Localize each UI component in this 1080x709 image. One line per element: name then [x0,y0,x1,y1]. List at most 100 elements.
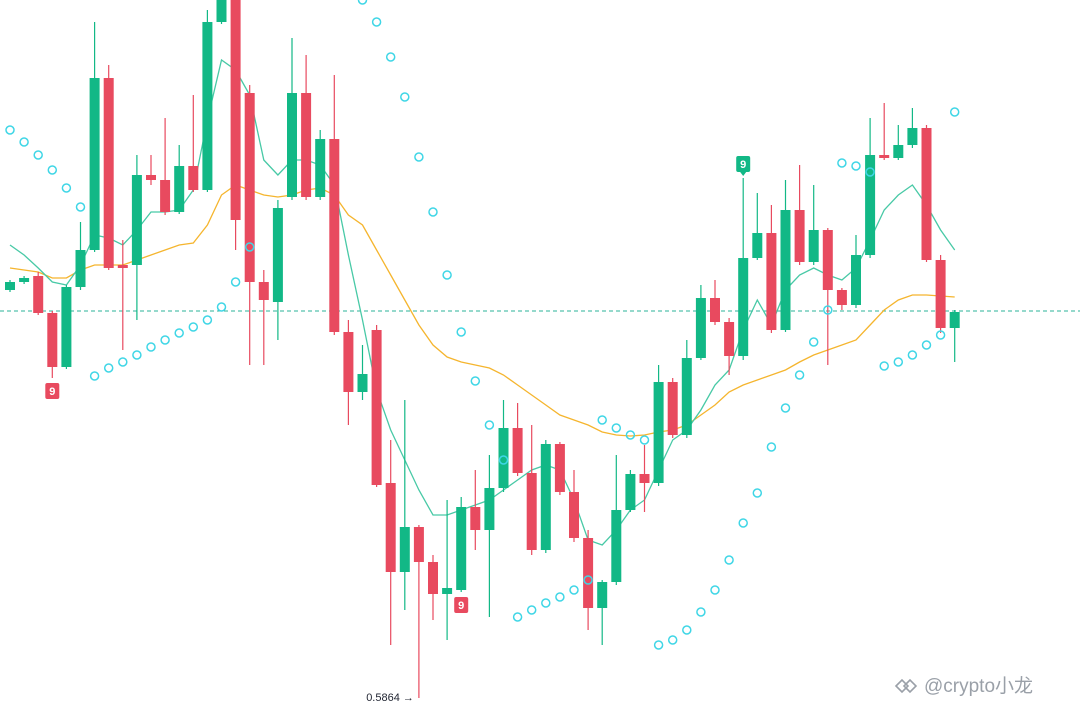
candle-body [89,78,100,250]
lines-layer [0,58,1080,546]
sar-dot [653,640,664,650]
sar-dot [611,423,622,433]
sar-dot [146,342,156,352]
candle-body [554,444,565,492]
marker-text: 9 [458,600,464,612]
sar-dot [639,435,650,445]
candle-body [611,510,622,582]
sar-dot [794,370,805,380]
sar-dot [75,202,86,212]
candle-body [893,145,904,158]
candle-body [526,473,537,550]
candle-body [498,428,509,488]
candle-body [146,175,156,180]
candle-body [33,276,44,313]
sar-dot [442,270,452,280]
candle-body [442,588,453,594]
candle-body [343,332,354,392]
candle-body [287,93,297,197]
sar-dot [400,92,410,102]
candle-body [639,474,650,483]
candle-body [301,93,312,197]
candle-body [569,492,579,538]
candle-body [131,175,142,265]
sar-dot [456,327,466,337]
candle-body [5,282,15,290]
candle-body [653,382,664,483]
overlay-layer: 9 9 9 0.5864 → [5,0,960,704]
candle-body [19,278,30,282]
sar-dot [414,152,424,162]
candle-body [47,313,58,367]
sar-dot [47,165,58,175]
candle-body [174,166,185,212]
candle-body [752,233,763,258]
marker-box [736,156,751,172]
sar-dot [808,337,819,347]
candle-body [540,444,551,550]
sar-dot [428,207,438,217]
candle-body [597,582,608,608]
candle-body [428,562,438,594]
sar-dot [569,585,579,595]
candle-body [681,358,692,435]
candle-body [710,298,720,322]
sar-dot [484,420,495,430]
sar-dot [907,350,918,360]
sar-dot [682,625,692,635]
candle-body [822,230,833,290]
candle-body [907,128,918,145]
sar-dot [526,605,537,615]
sar-dot [949,107,960,117]
sar-dot [696,607,706,617]
candle-body [667,382,678,435]
sar-dot [202,315,213,325]
candle-body [484,488,495,530]
sar-dot [724,555,734,565]
sar-dot [583,575,593,585]
candle-body [780,210,791,330]
candle-body [949,312,960,328]
sar-dot [921,340,932,350]
sar-dot [230,277,241,287]
watermark-icon [894,678,918,694]
candle-body [470,507,481,530]
sar-dot [738,518,748,528]
sar-dot [837,158,847,168]
sar-dot [512,612,523,622]
candle-body [272,208,283,302]
sar-dot [61,183,72,193]
sar-dot [470,376,481,386]
marker-pointer [740,172,747,176]
sar-dot [879,361,889,371]
sar-dot [851,161,861,171]
sar-dot [555,592,565,602]
sar-dot [371,17,382,27]
marker-box [454,597,469,613]
candle-body [258,282,269,300]
candle-body [836,290,847,305]
watermark-group: @crypto小龙 [894,675,1033,697]
low-label: 0.5864 → [366,692,414,704]
candle-body [851,255,861,305]
sar-dot [118,357,128,367]
fast-ma-line [9,58,956,546]
sar-dot [780,403,791,413]
watermark: @crypto小龙 [924,675,1033,697]
sar-dot [188,322,199,332]
candle-body [583,538,594,608]
sar-dot [33,150,43,160]
candle-body [625,474,636,510]
candles-layer [5,0,960,698]
sar-dot [244,242,255,252]
sar-dot [625,430,636,440]
sar-dot [766,442,777,452]
candle-body [315,139,326,197]
candle-body [385,483,396,572]
sar-dot [893,357,904,367]
marker-text: 9 [740,159,746,171]
sar-dot [752,488,763,498]
sar-dot [19,137,29,147]
candle-body [160,180,171,212]
